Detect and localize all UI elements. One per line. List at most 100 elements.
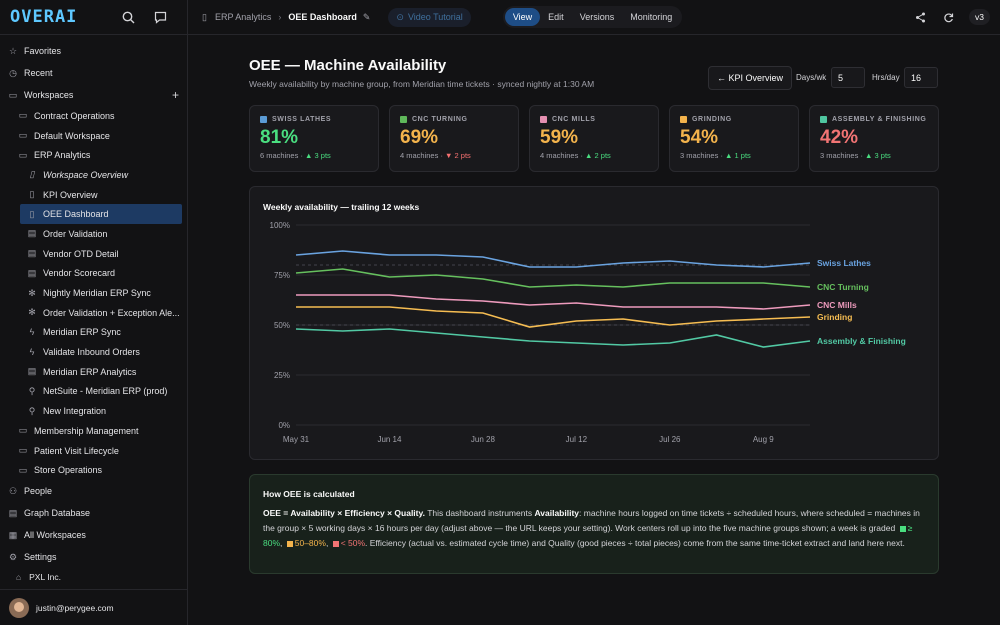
video-tutorial-label: Video Tutorial	[407, 12, 463, 22]
search-icon[interactable]	[121, 10, 135, 24]
breadcrumb-parent[interactable]: ERP Analytics	[214, 12, 272, 22]
sidebar-item-order-validation[interactable]: ▤ Order Validation	[0, 224, 187, 244]
sidebar-item-workspace-overview[interactable]: ▯ Workspace Overview	[0, 165, 187, 185]
kpi-card[interactable]: CNC TURNING 69% 4 machines · ▼ 2 pts	[389, 105, 519, 172]
org-switcher[interactable]: ⌂ PXL Inc.	[0, 565, 187, 589]
sidebar-item-oee-dashboard[interactable]: ▯ OEE Dashboard	[20, 204, 182, 225]
sidebar-item-label: Vendor Scorecard	[43, 268, 116, 279]
kpi-card[interactable]: ASSEMBLY & FINISHING 42% 3 machines · ▲ 3 …	[809, 105, 939, 172]
sidebar-item-label: Membership Management	[34, 425, 139, 436]
chat-icon[interactable]	[153, 10, 167, 24]
sidebar-footer: ⌂ PXL Inc. justin@perygee.com	[0, 565, 187, 625]
sidebar-item-meridian-erp-analytics[interactable]: ▤ Meridian ERP Analytics	[0, 362, 187, 382]
y-tick-label: 50%	[274, 321, 290, 330]
folder-icon: ▭	[8, 89, 18, 100]
pencil-icon[interactable]: ✎	[362, 11, 371, 22]
sidebar-item-membership-management[interactable]: ▭ Membership Management	[0, 421, 187, 441]
user-menu[interactable]: justin@perygee.com	[0, 589, 187, 625]
hours-per-day-label: Hrs/day	[872, 73, 900, 82]
card-machines: 4 machines	[400, 151, 439, 160]
card-header: GRINDING	[680, 116, 788, 123]
page-title: OEE — Machine Availability	[249, 57, 447, 74]
bolt-icon: ϟ	[29, 347, 35, 358]
tab-versions[interactable]: Versions	[579, 12, 615, 22]
folder-icon: ▭	[18, 110, 28, 121]
card-value: 59%	[540, 127, 579, 148]
card-swatch	[400, 116, 407, 123]
share-icon[interactable]	[913, 10, 927, 24]
card-machines: 3 machines	[680, 151, 719, 160]
sidebar-item-label: New Integration	[43, 406, 107, 417]
sidebar-item-settings[interactable]: ⚙ Settings	[0, 546, 187, 568]
sidebar-item-store-operations[interactable]: ▭ Store Operations	[0, 460, 187, 480]
series-line-cnc-turning	[295, 268, 811, 288]
sidebar-item-kpi-overview[interactable]: ▯ KPI Overview	[0, 185, 187, 205]
hours-per-day-input[interactable]	[904, 67, 938, 88]
series-line-grinding	[296, 306, 811, 328]
sidebar-item-nightly-meridian-erp-sync[interactable]: ✻ Nightly Meridian ERP Sync	[0, 283, 187, 303]
sidebar-item-recent[interactable]: ◷ Recent	[0, 62, 187, 84]
kpi-card[interactable]: SWISS LATHES 81% 6 machines · ▲ 3 pts	[249, 105, 379, 172]
refresh-icon[interactable]	[941, 10, 955, 24]
kpi-overview-button[interactable]: ← KPI Overview	[708, 66, 793, 90]
tab-edit[interactable]: Edit	[548, 12, 564, 22]
tab-view[interactable]: View	[504, 8, 541, 26]
kpi-card[interactable]: GRINDING 54% 3 machines · ▲ 1 pts	[669, 105, 799, 172]
sidebar-item-netsuite-meridian-erp-prod[interactable]: ⚲ NetSuite - Meridian ERP (prod)	[0, 382, 187, 402]
card-group-name: GRINDING	[692, 116, 732, 123]
chevron-right-icon: ›	[278, 12, 282, 22]
mode-tabs: View Edit Versions Monitoring	[502, 6, 683, 28]
sidebar-item-vendor-scorecard[interactable]: ▤ Vendor Scorecard	[0, 264, 187, 284]
main-content: OEE — Machine Availability Weekly availa…	[188, 36, 1000, 625]
info-body: OEE = Availability × Efficiency × Qualit…	[263, 508, 920, 548]
automation-icon: ✻	[28, 287, 36, 298]
sidebar-item-graph-database[interactable]: ▤ Graph Database	[0, 502, 187, 524]
card-group-name: CNC TURNING	[412, 116, 468, 123]
sidebar-item-all-workspaces[interactable]: ▦ All Workspaces	[0, 524, 187, 546]
x-tick-label: Jun 28	[471, 435, 496, 444]
folder-icon: ▭	[18, 425, 28, 436]
card-swatch	[820, 116, 827, 123]
folder-icon: ▭	[18, 464, 28, 475]
sidebar-item-default-workspace[interactable]: ▭ Default Workspace	[0, 126, 187, 146]
info-formula: OEE = Availability × Efficiency × Qualit…	[263, 508, 425, 518]
grade-green-swatch	[899, 525, 906, 532]
kpi-card[interactable]: CNC MILLS 59% 4 machines · ▲ 2 pts	[529, 105, 659, 172]
card-value: 69%	[400, 127, 439, 148]
sidebar-item-new-integration[interactable]: ⚲ New Integration	[0, 401, 187, 421]
version-badge[interactable]: v3	[969, 9, 990, 25]
sidebar-item-erp-analytics[interactable]: ▭ ERP Analytics	[0, 145, 187, 165]
series-label: Assembly & Finishing	[817, 336, 906, 346]
grade-red: < 50%	[340, 538, 366, 548]
sidebar-item-contract-operations[interactable]: ▭ Contract Operations	[0, 106, 187, 126]
sidebar-item-patient-visit-lifecycle[interactable]: ▭ Patient Visit Lifecycle	[0, 441, 187, 461]
sidebar-item-people[interactable]: ⚇ People	[0, 480, 187, 502]
sidebar-nav: ☆ Favorites ◷ Recent ▭ Workspaces + ▭ Con…	[0, 35, 187, 568]
dashboard-icon: ▯	[29, 169, 35, 180]
grade-red-swatch	[332, 540, 339, 547]
tab-monitoring[interactable]: Monitoring	[630, 12, 673, 22]
series-line-cnc-mills	[296, 294, 811, 310]
days-per-week-input[interactable]	[831, 67, 865, 88]
bolt-icon: ϟ	[29, 327, 35, 338]
clock-icon: ◷	[9, 67, 17, 78]
sidebar-header: OVERAI	[0, 0, 187, 35]
sidebar-item-meridian-erp-sync[interactable]: ϟ Meridian ERP Sync	[0, 323, 187, 343]
grade-amber: 50–80%	[294, 538, 326, 548]
sidebar-item-vendor-otd-detail[interactable]: ▤ Vendor OTD Detail	[0, 244, 187, 264]
breadcrumb-current: OEE Dashboard	[288, 12, 357, 22]
top-bar: ▯ ERP Analytics › OEE Dashboard ✎ ⊙ Vide…	[188, 0, 1000, 35]
card-swatch	[680, 116, 687, 123]
add-workspace-icon[interactable]: +	[171, 88, 179, 102]
sidebar-item-favorites[interactable]: ☆ Favorites	[0, 40, 187, 62]
info-text-1: This dashboard instruments	[427, 508, 533, 518]
sidebar-item-order-validation-exception-ale[interactable]: ✻ Order Validation + Exception Ale...	[0, 303, 187, 323]
sidebar-item-validate-inbound-orders[interactable]: ϟ Validate Inbound Orders	[0, 342, 187, 362]
video-tutorial-button[interactable]: ⊙ Video Tutorial	[388, 7, 471, 27]
dashboard-icon: ▯	[29, 189, 35, 200]
availability-chart: 0% 25% 50% 75% 100% May 31 Jun 14 Jun 28 Jul 12 J…	[270, 221, 906, 444]
y-tick-label: 75%	[274, 271, 290, 280]
sidebar-item-label: Contract Operations	[34, 110, 115, 121]
app-logo[interactable]: OVERAI	[10, 7, 78, 27]
sidebar-item-workspaces[interactable]: ▭ Workspaces +	[0, 84, 187, 106]
